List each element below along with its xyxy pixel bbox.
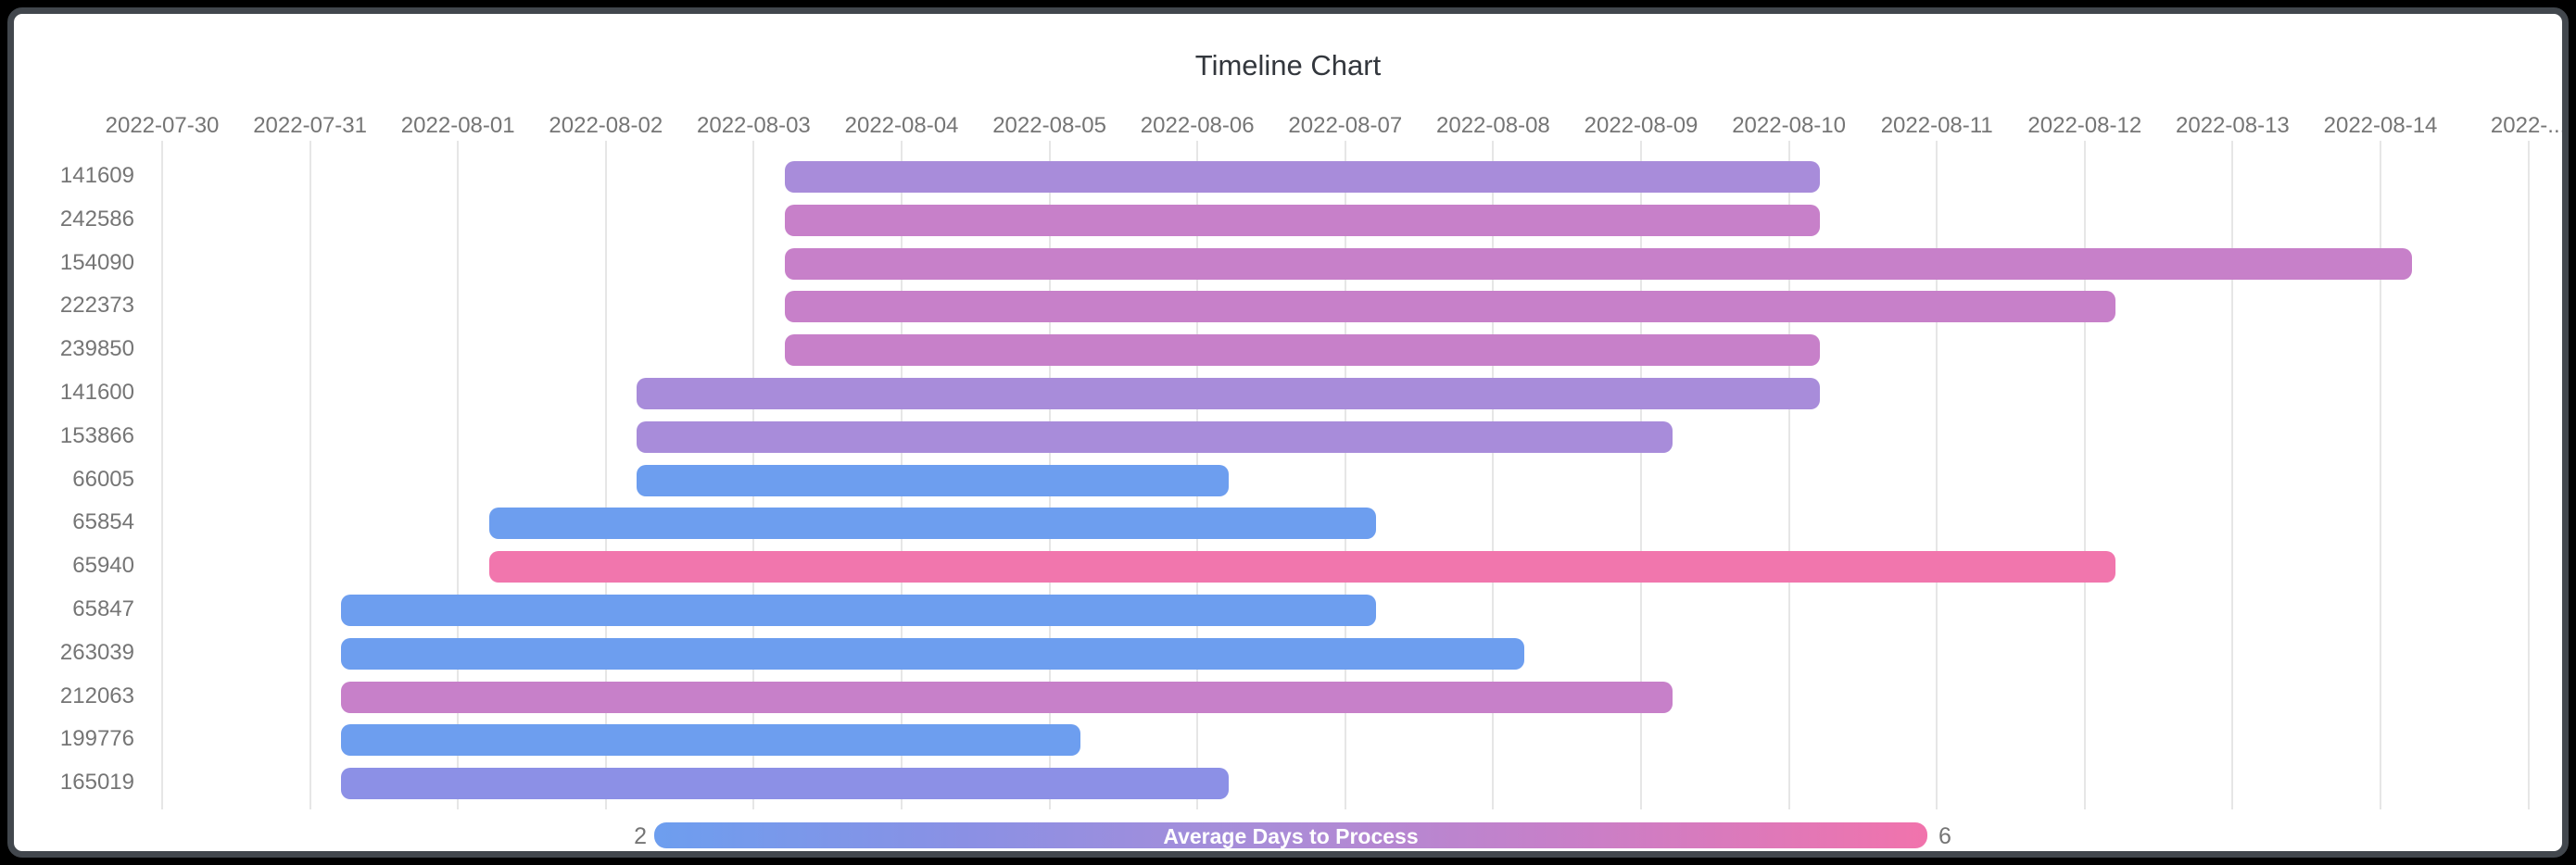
x-axis-tick-label: 2022-08-14 [2323,113,2438,138]
timeline-bar[interactable] [784,291,2116,323]
y-axis-label: 239850 [59,336,134,362]
y-axis-label: 165019 [59,770,134,796]
timeline-bar[interactable] [637,464,1229,496]
x-axis-tick-label: 2022-08-04 [844,113,959,138]
timeline-bar[interactable] [784,334,1821,367]
y-axis-label: 154090 [59,249,134,275]
timeline-bar[interactable] [341,724,1081,757]
x-axis-tick-label: 2022-08-08 [1436,113,1550,138]
y-axis-label: 199776 [59,726,134,752]
gridline [1492,141,1495,809]
y-axis-label: 65940 [72,553,134,579]
legend-min-label: 2 [634,823,647,849]
y-axis-label: 65854 [72,509,134,535]
gridline [1344,141,1346,809]
legend-title: Average Days to Process [1163,824,1419,848]
y-axis-label: 222373 [59,293,134,319]
chart-canvas: Timeline Chart 2022-07-30 2022-07-31 2022-… [14,14,2562,851]
gridline [2231,141,2234,809]
timeline-bar[interactable] [341,637,1524,670]
gridline [457,141,460,809]
y-axis-label: 153866 [59,422,134,448]
x-axis-tick-label: 2022-08-05 [992,113,1106,138]
x-axis-tick-label: 2022-... [2490,113,2567,138]
y-axis-label: 66005 [72,466,134,492]
gridline [2527,141,2530,809]
y-axis-label: 141600 [59,380,134,405]
x-axis-tick-label: 2022-08-01 [400,113,515,138]
gridline [1787,141,1790,809]
timeline-bar[interactable] [488,508,1377,540]
gridline [604,141,607,809]
gridline [161,141,163,809]
legend-gradient-bar: Average Days to Process [654,822,1927,848]
timeline-bar[interactable] [341,681,1673,713]
gridline [2083,141,2086,809]
timeline-bar[interactable] [784,247,2412,280]
legend-max-label: 6 [1938,823,1951,849]
chart-card: Timeline Chart 2022-07-30 2022-07-31 2022-… [7,7,2569,858]
x-axis-tick-label: 2022-08-02 [549,113,663,138]
x-axis-tick-label: 2022-08-06 [1140,113,1255,138]
timeline-bar[interactable] [637,378,1821,409]
y-axis-label: 141609 [59,163,134,188]
y-axis-label: 212063 [59,683,134,708]
gridline [2380,141,2381,809]
x-axis-tick-label: 2022-07-31 [253,113,367,138]
gridline [1936,141,1938,809]
timeline-bar[interactable] [341,595,1377,626]
chart-title: Timeline Chart [1194,49,1382,81]
gridline [1640,141,1642,809]
x-axis-tick-label: 2022-08-03 [697,113,811,138]
timeline-bar[interactable] [784,204,1821,236]
x-axis-tick-label: 2022-07-30 [105,113,220,138]
x-axis-tick-label: 2022-08-09 [1584,113,1698,138]
x-axis-tick-label: 2022-08-07 [1288,113,1403,138]
x-axis-tick-label: 2022-08-12 [2027,113,2142,138]
y-axis-label: 65847 [72,596,134,621]
y-axis-label: 263039 [59,639,134,665]
x-axis-tick-label: 2022-08-11 [1880,113,1993,138]
gridline [309,141,311,809]
x-axis-tick-label: 2022-08-10 [1732,113,1846,138]
y-axis-label: 242586 [59,206,134,232]
timeline-bar[interactable] [784,161,1821,193]
timeline-bar[interactable] [637,420,1673,453]
timeline-bar[interactable] [488,551,2116,583]
timeline-bar[interactable] [341,768,1229,800]
x-axis-tick-label: 2022-08-13 [2176,113,2290,138]
